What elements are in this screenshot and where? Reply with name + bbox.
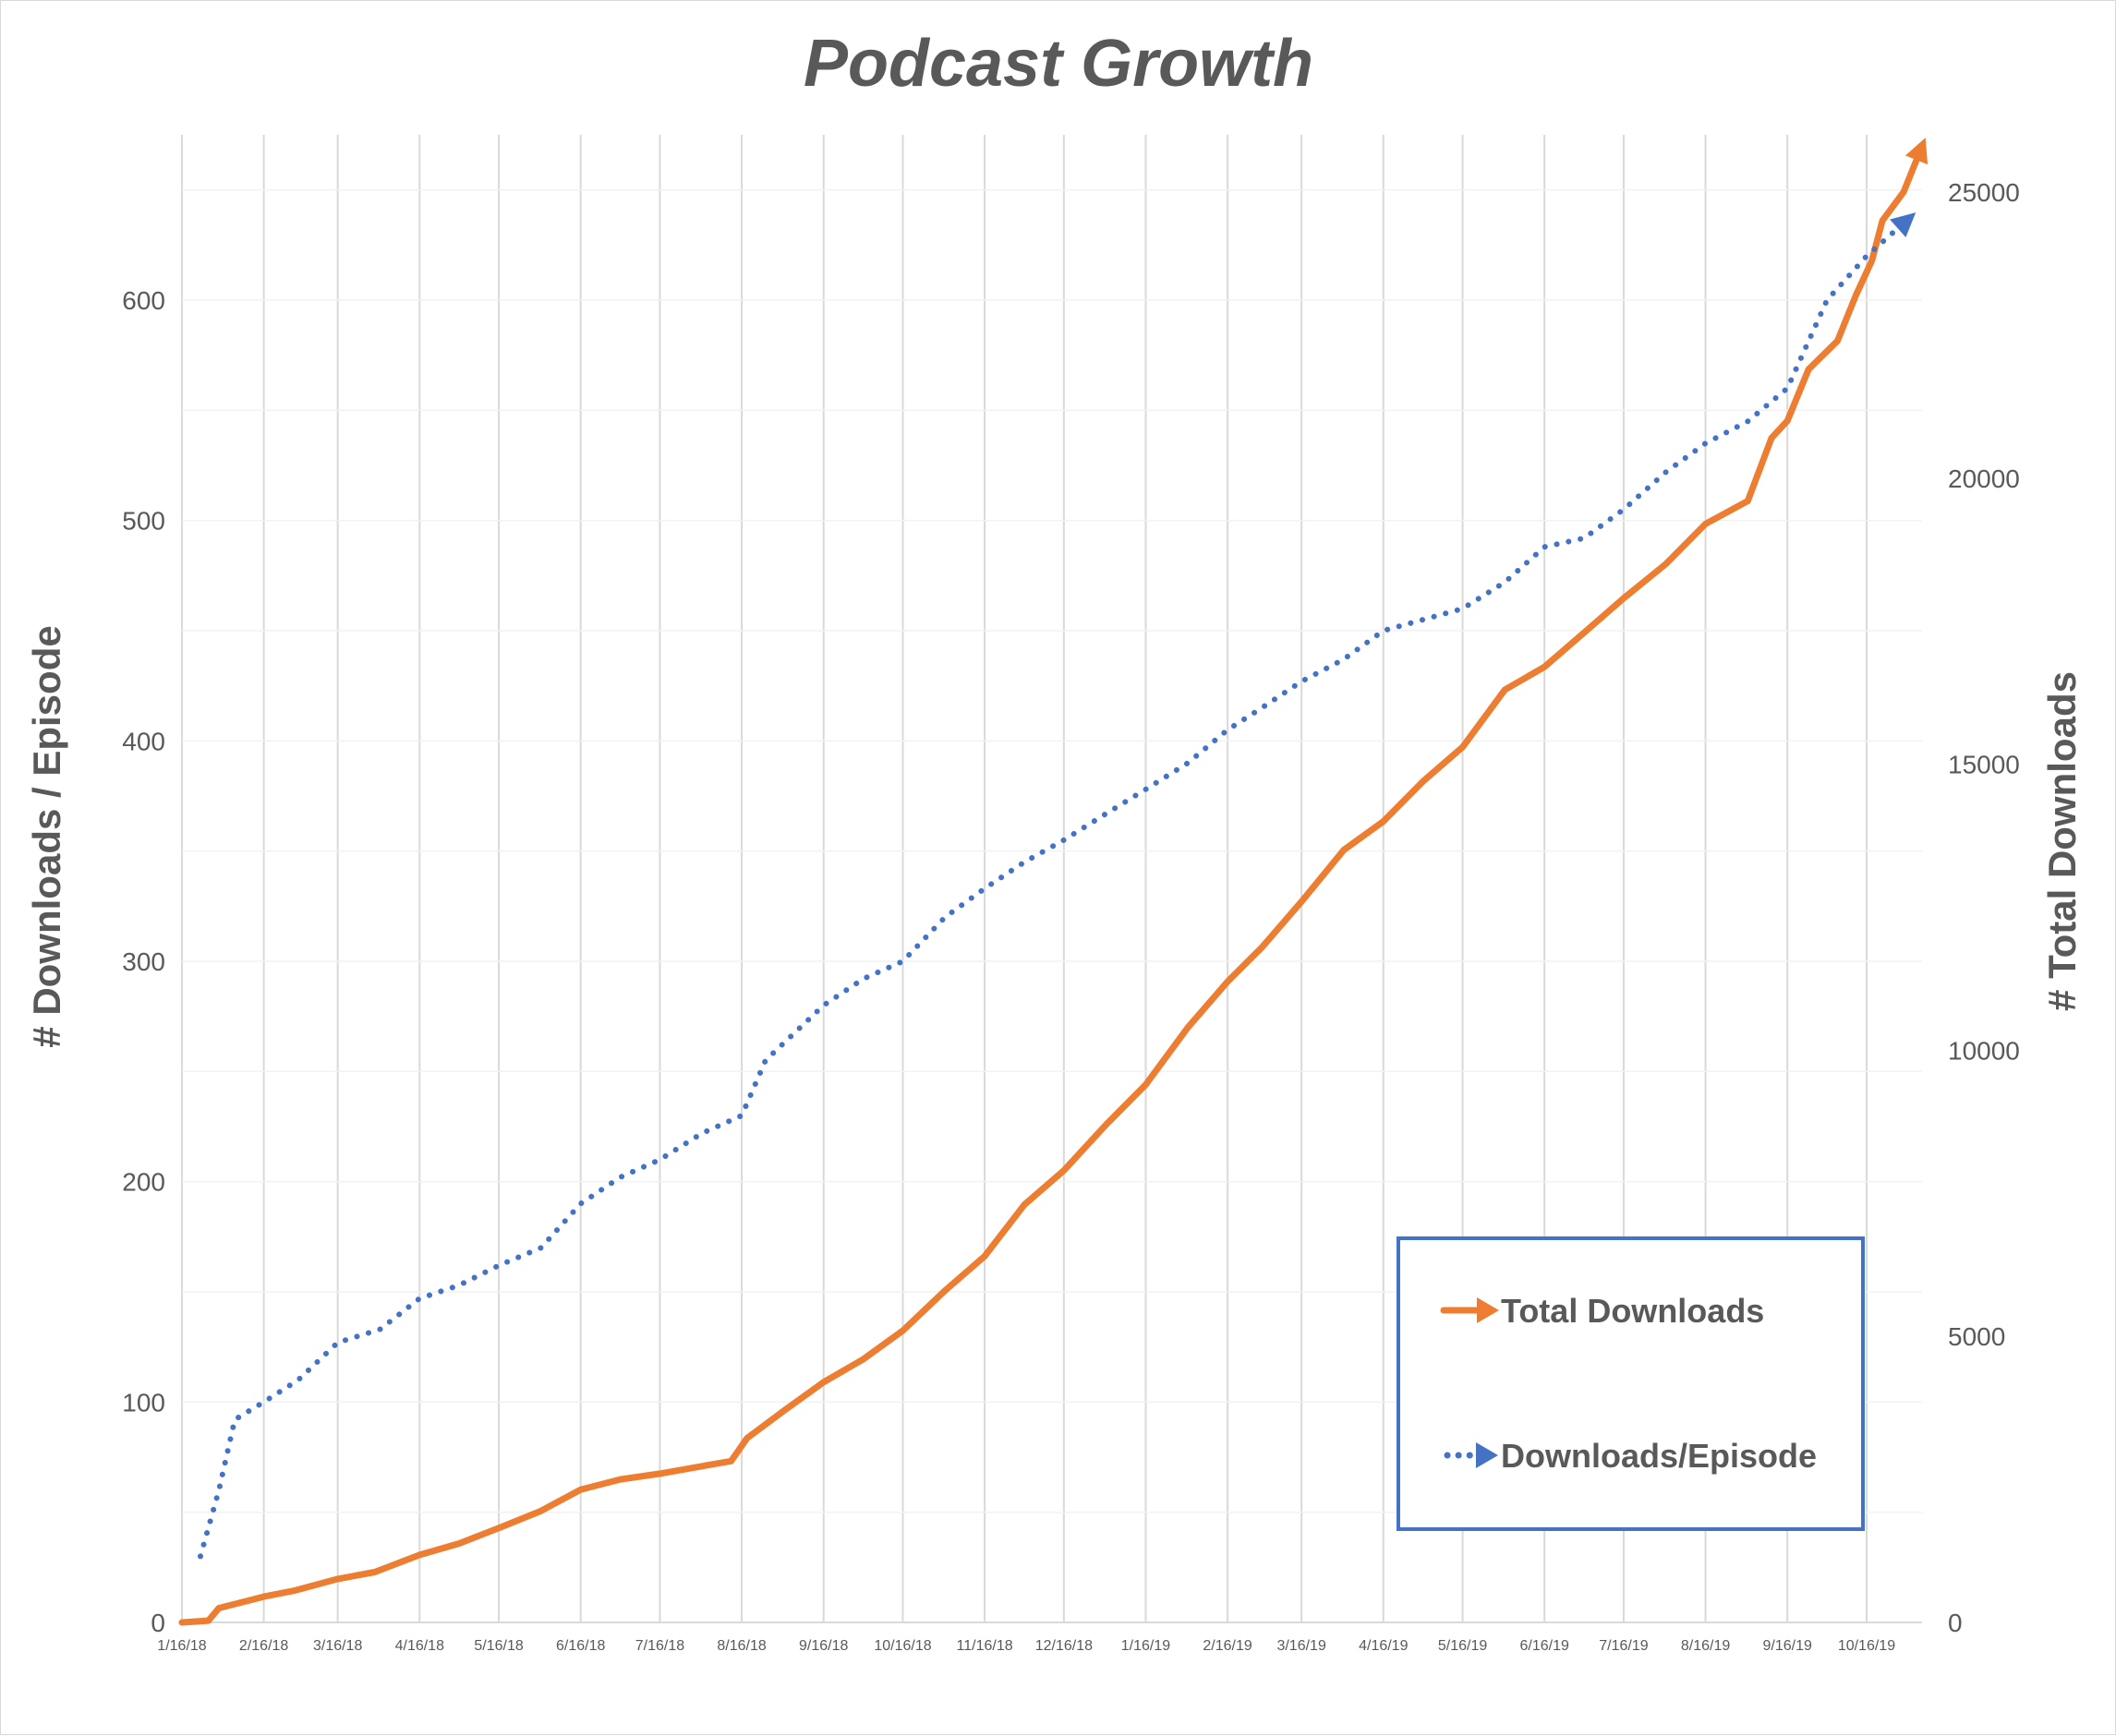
x-tick-label: 1/16/19 <box>1121 1638 1170 1654</box>
x-tick-label: 9/16/18 <box>799 1638 848 1654</box>
legend-label-downloads-per-episode: Downloads/Episode <box>1501 1437 1817 1475</box>
left-y-tick-label: 400 <box>122 727 165 755</box>
x-tick-label: 12/16/18 <box>1035 1638 1093 1654</box>
chart-title: Podcast Growth <box>804 27 1313 101</box>
right-y-tick-label: 15000 <box>1948 751 2020 779</box>
x-tick-label: 8/16/18 <box>717 1638 766 1654</box>
right-y-tick-label: 20000 <box>1948 464 2020 493</box>
series-line-downloads-episode <box>198 215 1912 1560</box>
x-tick-label: 5/16/19 <box>1438 1638 1487 1654</box>
legend-arrow-total-downloads <box>1477 1297 1499 1323</box>
legend-box <box>1397 1236 1865 1531</box>
x-tick-label: 6/16/19 <box>1519 1638 1568 1654</box>
left-y-tick-labels: 0 100 200 300 400 500 600 <box>122 286 165 1637</box>
series-arrow-total-downloads <box>1905 138 1929 165</box>
x-tick-label: 8/16/19 <box>1681 1638 1730 1654</box>
right-y-tick-label: 25000 <box>1948 178 2020 207</box>
x-tick-label: 4/16/18 <box>395 1638 444 1654</box>
right-y-tick-label: 5000 <box>1948 1322 2005 1351</box>
x-tick-label: 7/16/19 <box>1599 1638 1648 1654</box>
x-tick-labels: 1/16/18 2/16/18 3/16/18 4/16/18 5/16/18 6/16/… <box>157 1638 1895 1654</box>
series-arrow-downloads-episode <box>1890 212 1916 237</box>
left-y-tick-label: 600 <box>122 286 165 315</box>
right-y-tick-label: 0 <box>1948 1609 1963 1637</box>
left-y-tick-label: 500 <box>122 507 165 536</box>
x-tick-label: 10/16/19 <box>1838 1638 1895 1654</box>
left-y-tick-label: 0 <box>151 1609 165 1637</box>
right-y-axis-title: # Total Downloads <box>2040 671 2084 1011</box>
left-y-tick-label: 100 <box>122 1388 165 1417</box>
legend-label-total-downloads: Total Downloads <box>1501 1292 1764 1330</box>
x-tick-label: 1/16/18 <box>157 1638 206 1654</box>
x-tick-label: 10/16/18 <box>874 1638 931 1654</box>
x-tick-label: 7/16/18 <box>635 1638 684 1654</box>
x-tick-label: 3/16/18 <box>313 1638 362 1654</box>
right-y-tick-labels: 0 5000 10000 15000 20000 25000 <box>1948 178 2020 1637</box>
x-tick-label: 9/16/19 <box>1763 1638 1812 1654</box>
legend-arrow-downloads-per-episode <box>1476 1442 1498 1468</box>
series-line-total-downloads <box>178 142 1926 1626</box>
left-y-axis-title: # Downloads / Episode <box>25 625 68 1047</box>
left-y-tick-label: 200 <box>122 1168 165 1197</box>
legend: Total Downloads Downloads/Episode <box>1397 1236 1865 1531</box>
left-y-tick-label: 300 <box>122 947 165 976</box>
legend-item-total-downloads: Total Downloads <box>1440 1292 1764 1330</box>
x-tick-label: 4/16/19 <box>1359 1638 1408 1654</box>
series-layer <box>178 138 1929 1626</box>
x-tick-label: 2/16/19 <box>1203 1638 1251 1654</box>
right-y-tick-label: 10000 <box>1948 1036 2020 1065</box>
x-tick-label: 3/16/19 <box>1276 1638 1325 1654</box>
x-tick-label: 5/16/18 <box>474 1638 523 1654</box>
legend-item-downloads-per-episode: Downloads/Episode <box>1444 1437 1817 1475</box>
x-tick-label: 2/16/18 <box>239 1638 288 1654</box>
x-tick-label: 11/16/18 <box>957 1638 1013 1654</box>
x-tick-label: 6/16/18 <box>556 1638 605 1654</box>
